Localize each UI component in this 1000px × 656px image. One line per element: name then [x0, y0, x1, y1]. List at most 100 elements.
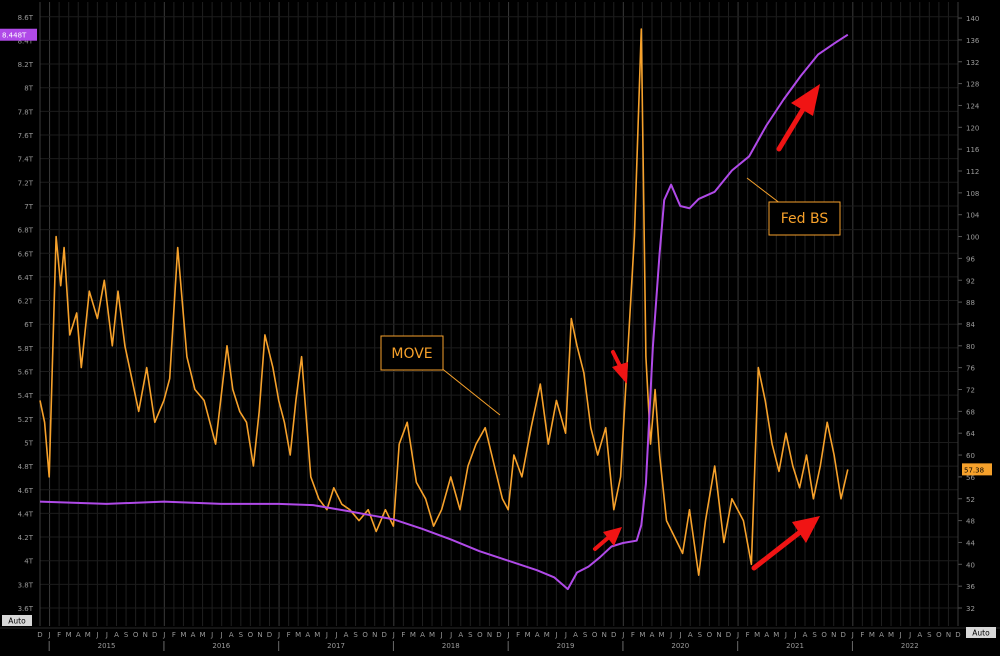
time-axis-month-label: M — [754, 631, 760, 639]
time-axis-month-label: J — [736, 631, 739, 639]
time-axis-month-label: M — [200, 631, 206, 639]
move-series-line — [39, 28, 849, 576]
right-axis-tick-label: 84 — [966, 321, 975, 329]
time-axis-month-label: J — [669, 631, 672, 639]
time-axis-month-label: M — [888, 631, 894, 639]
time-axis-month-label: J — [95, 631, 98, 639]
right-axis-tick-label: 60 — [966, 452, 975, 460]
time-axis-month-label: N — [143, 631, 148, 639]
right-axis-tick-label: 108 — [966, 190, 979, 198]
time-axis-month-label: J — [621, 631, 624, 639]
time-axis-month-label: A — [76, 631, 81, 639]
left-axis-tick-label: 4.8T — [18, 463, 34, 471]
right-axis-tick-label: 44 — [966, 539, 975, 547]
right-axis-tick-label: 96 — [966, 255, 975, 263]
left-axis-tick-label: 6.4T — [18, 274, 34, 282]
time-axis-year-label: 2020 — [671, 642, 689, 650]
time-axis-month-label: F — [860, 631, 864, 639]
time-axis-month-label: J — [507, 631, 510, 639]
time-axis-month-label: J — [449, 631, 452, 639]
time-axis-month-label: D — [267, 631, 272, 639]
left-axis-tick-label: 5.4T — [18, 392, 34, 400]
red-arrow-icon — [776, 84, 820, 152]
time-axis-month-label: N — [716, 631, 721, 639]
move-leader-line — [439, 366, 501, 416]
time-axis-year-label: 2022 — [901, 642, 919, 650]
time-axis-year-label: 2019 — [557, 642, 575, 650]
right-axis-tick-label: 36 — [966, 583, 975, 591]
time-axis-month-label: S — [927, 631, 932, 639]
time-axis-month-label: A — [573, 631, 578, 639]
left-axis-tick-label: 7.2T — [18, 179, 34, 187]
time-axis-month-label: J — [784, 631, 787, 639]
time-axis-month-label: O — [936, 631, 942, 639]
right-axis-tick-label: 112 — [966, 168, 979, 176]
right-axis-tick-label: 120 — [966, 124, 979, 132]
time-axis-month-label: S — [812, 631, 817, 639]
right-axis-tick-label: 132 — [966, 59, 979, 67]
time-axis-month-label: N — [372, 631, 377, 639]
right-axis-tick-label: 72 — [966, 387, 975, 395]
time-axis-month-label: F — [401, 631, 405, 639]
left-axis-tick-label: 7.6T — [18, 132, 34, 140]
time-axis-month-label: M — [659, 631, 665, 639]
time-axis-month-label: J — [105, 631, 108, 639]
time-axis-month-label: M — [85, 631, 91, 639]
left-axis-tick-label: 7.8T — [18, 108, 34, 116]
left-axis-tick-label: 4T — [24, 558, 33, 566]
right-axis-tick-label: 116 — [966, 146, 980, 154]
left-axis-tick-label: 7T — [24, 203, 33, 211]
time-axis-month-label: F — [287, 631, 291, 639]
time-axis-month-label: O — [248, 631, 254, 639]
time-axis-month-label: J — [554, 631, 557, 639]
move-callout-box — [380, 335, 444, 371]
time-axis-month-label: A — [764, 631, 769, 639]
time-axis-month-label: J — [392, 631, 395, 639]
time-axis-month-label: S — [353, 631, 358, 639]
right-axis-tick-label: 40 — [966, 561, 975, 569]
time-axis-month-label: J — [679, 631, 682, 639]
time-axis-month-label: D — [726, 631, 731, 639]
time-axis-year-label: 2016 — [212, 642, 230, 650]
time-axis-month-label: D — [382, 631, 387, 639]
time-axis-year-label: 2017 — [327, 642, 345, 650]
left-axis-tick-label: 8.4T — [18, 37, 34, 45]
time-axis-month-label: F — [746, 631, 750, 639]
time-axis-month-label: A — [344, 631, 349, 639]
time-axis-month-label: S — [698, 631, 703, 639]
time-axis-month-label: N — [487, 631, 492, 639]
time-axis-month-label: A — [114, 631, 119, 639]
time-axis-month-label: S — [468, 631, 473, 639]
time-axis-month-label: F — [172, 631, 176, 639]
red-arrow-icon — [611, 350, 628, 384]
left-auto-scale-label: Auto — [8, 617, 26, 626]
time-axis-month-label: J — [277, 631, 280, 639]
right-axis-tick-label: 92 — [966, 277, 975, 285]
time-axis-month-label: D — [955, 631, 960, 639]
time-axis-month-label: A — [803, 631, 808, 639]
time-axis-month-label: J — [851, 631, 854, 639]
time-axis-month-label: N — [831, 631, 836, 639]
annotation-layer: Fed BS MOVE — [380, 84, 841, 571]
right-axis-tick-label: 136 — [966, 37, 980, 45]
time-axis-year-label: 2015 — [98, 642, 116, 650]
time-axis-month-label: S — [239, 631, 244, 639]
move-callout-label: MOVE — [391, 346, 432, 362]
time-axis-month-label: J — [334, 631, 337, 639]
series-layer — [39, 28, 849, 591]
left-auto-scale-box — [2, 615, 32, 626]
time-axis-month-label: J — [793, 631, 796, 639]
time-axis-month-label: N — [946, 631, 951, 639]
time-axis-month-label: D — [152, 631, 157, 639]
time-axis-month-label: S — [583, 631, 588, 639]
time-axis-month-label: A — [688, 631, 693, 639]
right-axis-tick-label: 140 — [966, 15, 979, 23]
time-axis-month-label: O — [821, 631, 827, 639]
right-axis-tick-label: 52 — [966, 496, 975, 504]
time-axis-month-label: J — [210, 631, 213, 639]
red-arrow-icon — [751, 516, 820, 571]
right-auto-scale-label: Auto — [972, 629, 990, 638]
time-axis-month-label: M — [429, 631, 435, 639]
